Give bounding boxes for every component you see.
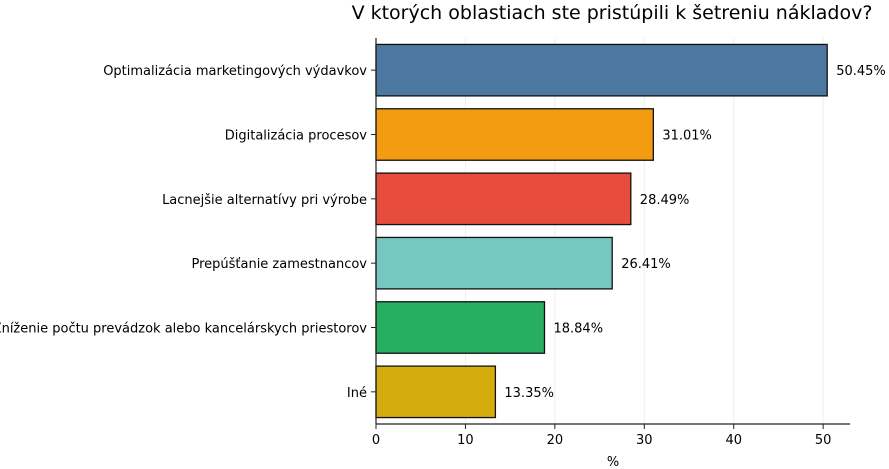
x-tick-label: 20 — [547, 433, 564, 448]
bar — [375, 301, 546, 354]
chart-title: V ktorých oblastiach ste pristúpili k še… — [352, 2, 873, 24]
y-tick-label: Iné — [347, 386, 367, 401]
data-label: 50.45% — [836, 64, 886, 79]
y-tick-label: Optimalizácia marketingových výdavkov — [103, 64, 367, 79]
x-tick-label: 0 — [372, 433, 380, 448]
data-label: 28.49% — [640, 193, 690, 208]
bar — [375, 43, 828, 97]
bar — [375, 172, 632, 226]
data-label: 13.35% — [504, 386, 554, 401]
bar — [375, 236, 613, 290]
data-label: 31.01% — [662, 129, 712, 144]
y-tick-label: Zníženie počtu prevádzok alebo kancelárs… — [0, 322, 367, 337]
x-tick-label: 10 — [457, 433, 474, 448]
y-tick-label: Lacnejšie alternatívy pri výrobe — [162, 193, 367, 208]
x-tick-label: 30 — [636, 433, 653, 448]
data-label: 26.41% — [621, 257, 671, 272]
data-label: 18.84% — [553, 322, 603, 337]
x-axis-label: % — [607, 455, 619, 469]
y-tick-label: Prepúšťanie zamestnancov — [191, 257, 367, 272]
bar — [375, 365, 497, 419]
x-tick-label: 40 — [725, 433, 742, 448]
bar — [375, 108, 654, 161]
x-tick-label: 50 — [815, 433, 832, 448]
y-tick-label: Digitalizácia procesov — [225, 129, 368, 144]
